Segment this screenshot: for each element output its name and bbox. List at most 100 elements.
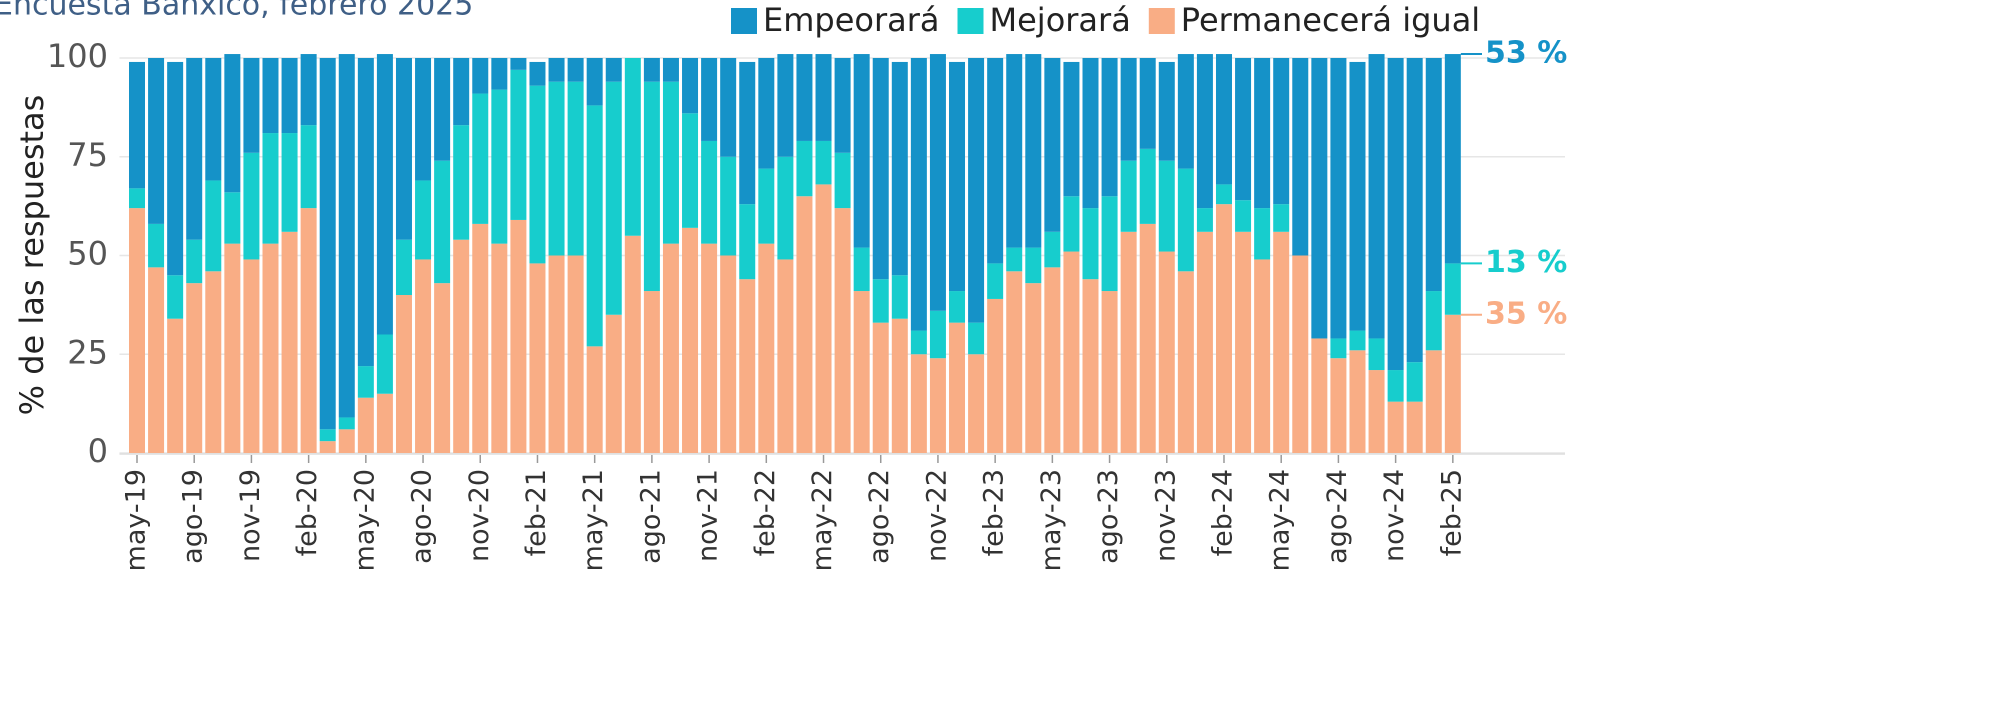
- bar-segment: [891, 61, 908, 276]
- bar-segment: [872, 58, 889, 280]
- bar-segment: [872, 279, 889, 323]
- bar-segment: [662, 81, 679, 244]
- x-tick-label: ago-19: [178, 469, 209, 564]
- bar-segment: [1387, 58, 1404, 371]
- x-tick-label: feb-25: [1436, 469, 1467, 556]
- bar-segment: [357, 366, 374, 398]
- bar-segment: [510, 69, 527, 220]
- bar-segment: [643, 58, 660, 82]
- bar-segment: [1235, 200, 1252, 232]
- x-tick-label: ago-22: [864, 469, 895, 564]
- bar-segment: [1082, 279, 1099, 453]
- bar-segment: [434, 283, 451, 453]
- bar-segment: [910, 58, 927, 331]
- y-tick-label: 100: [47, 37, 108, 75]
- bar-segment: [434, 160, 451, 284]
- bar-segment: [1425, 58, 1442, 292]
- bar-segment: [1120, 160, 1137, 232]
- bar-segment: [262, 243, 279, 453]
- bar-segment: [910, 354, 927, 453]
- bar-segment: [701, 58, 718, 141]
- legend-swatch: [957, 8, 984, 34]
- bar-segment: [1044, 231, 1061, 268]
- bar-segment: [1196, 231, 1213, 453]
- bar-segment: [682, 227, 699, 453]
- bar-segment: [891, 318, 908, 453]
- x-tick-label: nov-19: [235, 469, 266, 562]
- bar-segment: [186, 239, 203, 284]
- bar-segment: [319, 58, 336, 430]
- y-tick-label: 75: [67, 136, 108, 174]
- bar-segment: [148, 58, 165, 224]
- bar-segment: [949, 291, 966, 323]
- y-tick-label: 50: [67, 235, 108, 273]
- bar-segment: [605, 81, 622, 315]
- bar-segment: [205, 180, 222, 272]
- bar-segment: [1158, 251, 1175, 453]
- bar-segment: [662, 243, 679, 453]
- bar-segment: [1025, 54, 1042, 248]
- bar-segment: [586, 58, 603, 106]
- bar-segment: [758, 243, 775, 453]
- bar-segment: [1349, 330, 1366, 351]
- bar-segment: [262, 58, 279, 134]
- bar-segment: [929, 310, 946, 359]
- bar-segment: [1139, 148, 1156, 224]
- bar-segment: [891, 275, 908, 319]
- bar-segment: [415, 259, 432, 453]
- bar-segment: [853, 247, 870, 292]
- x-tick-label: may-19: [121, 469, 152, 571]
- bar-segment: [357, 58, 374, 367]
- x-tick-label: may-20: [349, 469, 380, 571]
- bar-segment: [167, 318, 184, 453]
- bar-segment: [586, 346, 603, 453]
- bar-segment: [1006, 54, 1023, 248]
- bar-segment: [1063, 251, 1080, 453]
- bar-segment: [300, 125, 317, 209]
- bar-segment: [186, 58, 203, 240]
- bar-segment: [129, 208, 145, 453]
- bar-segment: [987, 298, 1004, 453]
- bar-segment: [1101, 58, 1118, 197]
- legend-swatch: [1148, 8, 1175, 34]
- bar-segment: [548, 58, 565, 82]
- bar-segment: [1387, 370, 1404, 402]
- bar-segment: [1368, 370, 1385, 453]
- bar-segment: [224, 192, 241, 244]
- bar-segment: [567, 58, 584, 82]
- chart-subtitle: Encuesta Banxico, febrero 2025: [0, 0, 473, 23]
- bar-segment: [1444, 314, 1461, 453]
- bar-segment: [243, 152, 260, 260]
- bar-segment: [395, 58, 412, 240]
- bar-segment: [472, 58, 489, 94]
- bar-segment: [605, 314, 622, 453]
- bar-segment: [1292, 255, 1309, 453]
- bar-segment: [739, 61, 756, 205]
- bar-segment: [1235, 58, 1252, 201]
- bar-segment: [1196, 54, 1213, 209]
- bar-segment: [1025, 283, 1042, 453]
- legend-label: Permanecerá igual: [1181, 1, 1480, 39]
- bar-segment: [491, 58, 508, 90]
- bar-segment: [1254, 58, 1271, 209]
- bar-segment: [662, 58, 679, 82]
- bar-segment: [548, 81, 565, 256]
- bar-segment: [777, 259, 794, 453]
- bar-segment: [1349, 61, 1366, 331]
- x-tick-label: may-21: [578, 469, 609, 571]
- bar-segment: [968, 354, 985, 453]
- bar-segment: [205, 271, 222, 453]
- x-tick-label: ago-21: [635, 469, 666, 564]
- bar-segment: [1101, 196, 1118, 292]
- bar-segment: [815, 54, 832, 141]
- bar-segment: [529, 61, 546, 86]
- bar-segment: [910, 330, 927, 355]
- bar-segment: [624, 58, 641, 236]
- bar-segment: [1063, 196, 1080, 252]
- bar-segment: [567, 255, 584, 453]
- bar-segment: [1120, 58, 1137, 161]
- bar-segment: [357, 397, 374, 453]
- bar-segment: [1215, 184, 1232, 205]
- bar-segment: [243, 259, 260, 453]
